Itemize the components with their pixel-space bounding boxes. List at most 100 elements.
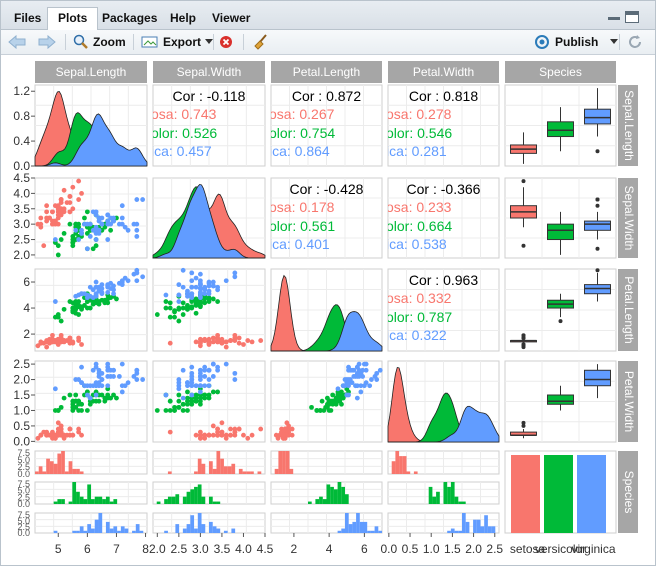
scatter-point bbox=[58, 332, 64, 338]
histogram-bar bbox=[57, 499, 62, 504]
scatter-point bbox=[197, 282, 203, 288]
boxplot-outlier bbox=[521, 243, 526, 248]
back-button[interactable] bbox=[7, 33, 27, 51]
tab-viewer[interactable]: Viewer bbox=[212, 11, 251, 25]
strip-right bbox=[618, 269, 638, 351]
correlation-group: osa: 0.178 olor: 0.561 ica: 0.401 bbox=[271, 199, 335, 252]
y-tick-label: 2.0 bbox=[13, 373, 30, 387]
histogram-bar bbox=[348, 524, 353, 533]
scatter-point bbox=[105, 392, 111, 398]
scatter-point bbox=[228, 432, 233, 438]
histogram-bar bbox=[113, 526, 118, 533]
histogram-bar bbox=[98, 513, 103, 533]
histogram-bar bbox=[83, 530, 88, 533]
tab-packages[interactable]: Packages bbox=[102, 11, 158, 25]
export-image-icon bbox=[141, 36, 158, 48]
scatter-point bbox=[328, 408, 334, 413]
scatter-point bbox=[206, 280, 212, 286]
y-tick-label: 5.0 bbox=[17, 486, 30, 496]
histogram-bar bbox=[87, 484, 91, 504]
boxplot-outlier bbox=[595, 149, 600, 154]
scatter-point bbox=[223, 278, 229, 284]
scatter-point bbox=[122, 224, 128, 230]
minimize-icon[interactable] bbox=[607, 11, 621, 23]
boxplot-outlier bbox=[595, 203, 600, 208]
histogram-bar bbox=[462, 501, 466, 504]
y-tick-label: 7.5 bbox=[17, 448, 30, 458]
scatter-point bbox=[105, 374, 111, 379]
strip-right bbox=[618, 361, 638, 442]
histogram-bar bbox=[274, 468, 279, 474]
histogram-bar bbox=[139, 530, 144, 533]
y-tick-label: 4.0 bbox=[13, 186, 30, 200]
scatter-point bbox=[346, 392, 351, 398]
scatter-point bbox=[87, 401, 93, 407]
scatter-point bbox=[180, 284, 186, 290]
scatter-point bbox=[245, 435, 251, 441]
tab-plots[interactable]: Plots bbox=[47, 7, 99, 30]
histogram-bar bbox=[57, 453, 62, 474]
boxplot-outlier bbox=[521, 179, 526, 184]
strip-label: Sepal.Length bbox=[622, 90, 636, 161]
strip-label: Petal.Length bbox=[293, 65, 360, 79]
histogram-bar bbox=[450, 528, 455, 533]
scatter-point bbox=[202, 291, 208, 297]
scatter-point bbox=[273, 432, 279, 438]
group-correlation: ica: 0.457 bbox=[151, 143, 212, 159]
histogram-bar bbox=[454, 496, 459, 504]
y-tick-label: 4 bbox=[23, 301, 30, 315]
histogram-bar bbox=[231, 463, 236, 474]
histogram-bar bbox=[175, 494, 180, 504]
species-bar bbox=[577, 455, 606, 533]
refresh-button[interactable] bbox=[627, 33, 643, 51]
scatter-point bbox=[340, 383, 346, 389]
scatter-point bbox=[354, 395, 360, 401]
scatter-point bbox=[79, 190, 84, 196]
histogram-bar bbox=[201, 463, 206, 474]
y-tick-label: 0.0 bbox=[17, 469, 30, 479]
scatter-point bbox=[197, 389, 203, 395]
scatter-point bbox=[90, 287, 96, 293]
scatter-point bbox=[111, 218, 116, 224]
histogram-bar bbox=[402, 456, 407, 474]
strip-label: Species bbox=[622, 471, 636, 514]
correlation-group: osa: 0.278 olor: 0.546 ica: 0.281 bbox=[388, 106, 452, 159]
strip-right bbox=[618, 85, 638, 166]
scatter-point bbox=[347, 367, 353, 373]
boxplot-outlier bbox=[558, 319, 563, 324]
remove-plot-button[interactable] bbox=[219, 33, 233, 51]
scatter-point bbox=[44, 215, 50, 221]
maximize-icon[interactable] bbox=[625, 11, 639, 23]
clear-all-button[interactable] bbox=[253, 33, 269, 51]
scatter-point bbox=[87, 305, 93, 311]
y-tick-label: 0.4 bbox=[13, 134, 30, 148]
export-menu[interactable]: Export bbox=[141, 33, 214, 51]
histogram-bar bbox=[212, 526, 217, 533]
scatter-point bbox=[134, 367, 140, 373]
boxplot-outlier bbox=[595, 246, 600, 251]
scatter-point bbox=[236, 340, 242, 346]
scatter-point bbox=[108, 215, 114, 221]
histogram-bar bbox=[447, 530, 451, 533]
y-tick-label: 2 bbox=[23, 327, 30, 341]
publish-menu[interactable]: Publish bbox=[533, 33, 619, 51]
scatter-point bbox=[337, 395, 343, 401]
y-tick-label: 5.0 bbox=[17, 455, 30, 465]
strip-right bbox=[618, 178, 638, 258]
zoom-button[interactable]: Zoom bbox=[73, 33, 126, 51]
boxplot-box bbox=[547, 223, 574, 241]
scatter-point bbox=[55, 408, 61, 413]
scatter-point bbox=[44, 209, 50, 215]
histogram-bar bbox=[326, 484, 331, 504]
scatter-point bbox=[93, 227, 99, 233]
histogram-bar bbox=[79, 526, 84, 533]
forward-button[interactable] bbox=[37, 33, 57, 51]
scatter-point bbox=[114, 395, 119, 401]
scatter-point bbox=[64, 338, 70, 343]
strip-label: Petal.Length bbox=[622, 276, 636, 343]
pairs-plot: Sepal.Length Sepal.Width Petal.Length Petal… bbox=[13, 61, 638, 556]
tab-files[interactable]: Files bbox=[14, 11, 42, 25]
tab-help[interactable]: Help bbox=[170, 11, 197, 25]
x-tick-label: 3.0 bbox=[192, 542, 209, 556]
